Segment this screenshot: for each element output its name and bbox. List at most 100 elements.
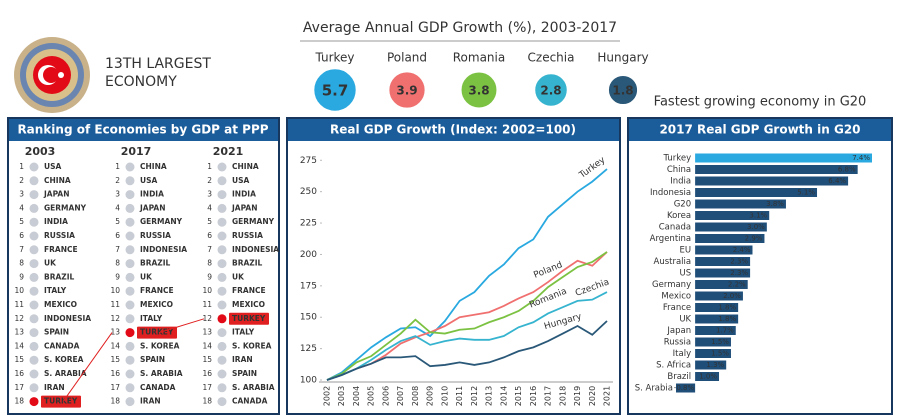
country-name: RUSSIA xyxy=(140,231,171,240)
flag-icon xyxy=(217,369,227,379)
rank-number: 10 xyxy=(110,286,120,295)
rank-number: 9 xyxy=(19,272,24,281)
bubble-value: 5.7 xyxy=(322,82,349,100)
rank-number: 18 xyxy=(202,397,212,406)
x-tick-label: 2013 xyxy=(485,386,494,406)
flag-icon xyxy=(29,245,39,255)
rank-number: 17 xyxy=(110,383,120,392)
rank-number: 15 xyxy=(202,355,212,364)
rank-number: 12 xyxy=(202,314,212,323)
year-header: 2003 xyxy=(25,145,56,158)
rank-arrow xyxy=(158,318,205,334)
country-name: IRAN xyxy=(232,355,253,364)
y-tick-label: 225 xyxy=(300,219,317,229)
rank-number: 4 xyxy=(115,203,120,212)
bar-label: Russia xyxy=(664,338,691,348)
bar-value: 2.4% xyxy=(733,246,751,254)
flag-icon xyxy=(29,383,39,393)
rank-number: 2 xyxy=(115,176,120,185)
bubble-title: Average Annual GDP Growth (%), 2003-2017 xyxy=(303,20,617,36)
flag-icon xyxy=(29,231,39,241)
rank-number: 2 xyxy=(207,176,212,185)
country-name: ITALY xyxy=(232,328,255,337)
x-tick-label: 2019 xyxy=(573,386,582,406)
flag-icon xyxy=(125,328,135,338)
flag-icon xyxy=(29,397,39,407)
series-line xyxy=(326,320,608,381)
series-line xyxy=(326,168,608,381)
bar-value: 5.1% xyxy=(797,189,815,197)
flag-icon xyxy=(125,369,135,379)
bar xyxy=(695,326,736,335)
rank-number: 13 xyxy=(14,328,24,337)
flag-icon xyxy=(29,300,39,310)
bar xyxy=(695,372,720,381)
series-line xyxy=(326,291,608,381)
bar-value: 7.4% xyxy=(852,154,870,162)
bar-value: 6.8% xyxy=(838,166,856,174)
x-tick-label: 2003 xyxy=(337,386,346,406)
x-tick-label: 2006 xyxy=(381,386,390,406)
flag-icon xyxy=(217,190,227,200)
country-name: GERMANY xyxy=(232,217,275,226)
rank-number: 15 xyxy=(14,355,24,364)
country-name: GERMANY xyxy=(44,203,87,212)
rank-number: 3 xyxy=(207,190,212,199)
x-tick-label: 2014 xyxy=(499,386,508,406)
x-tick-label: 2017 xyxy=(544,386,553,406)
country-name: S. ARABIA xyxy=(232,383,275,392)
bar-value: 2.3% xyxy=(730,269,748,277)
year-header: 2017 xyxy=(121,145,152,158)
flag-icon xyxy=(217,383,227,393)
country-name: INDONESIA xyxy=(140,245,187,254)
country-name: CANADA xyxy=(140,383,176,392)
series-line xyxy=(326,251,608,381)
bubble-label: Turkey xyxy=(314,51,354,65)
flag-icon xyxy=(29,272,39,282)
flag-icon xyxy=(125,245,135,255)
rank-number: 5 xyxy=(115,217,120,226)
rank-number: 15 xyxy=(110,355,120,364)
bar-label: Argentina xyxy=(650,234,691,244)
country-name: INDIA xyxy=(44,217,68,226)
country-name: FRANCE xyxy=(44,245,78,254)
country-name: TURKEY xyxy=(232,314,266,323)
flag-icon xyxy=(29,314,39,324)
bar xyxy=(695,222,767,232)
rank-number: 6 xyxy=(19,231,24,240)
rank-number: 2 xyxy=(19,176,24,185)
rank-number: 8 xyxy=(207,259,212,268)
bar-value: 1.8% xyxy=(718,315,736,323)
rank-number: 5 xyxy=(19,217,24,226)
bar-value: 2.9% xyxy=(745,235,763,243)
rank-number: 12 xyxy=(14,314,24,323)
highlight-box xyxy=(137,326,177,339)
flag-icon xyxy=(125,300,135,310)
flag-icon xyxy=(29,176,39,186)
bar-value: 2.3% xyxy=(730,258,748,266)
bar-label: S. Africa xyxy=(656,361,691,371)
bar xyxy=(676,383,696,393)
bar xyxy=(695,153,872,163)
flag-icon xyxy=(29,328,39,338)
bubble xyxy=(459,70,499,110)
bar xyxy=(695,165,858,174)
country-name: S. KOREA xyxy=(232,341,272,350)
rank-number: 10 xyxy=(202,286,212,295)
bar xyxy=(695,257,751,266)
bar xyxy=(695,268,751,278)
country-name: UK xyxy=(140,272,153,281)
country-name: ITALY xyxy=(140,314,163,323)
flag-icon xyxy=(29,190,39,200)
x-tick-label: 2015 xyxy=(514,386,523,406)
country-name: USA xyxy=(232,176,249,185)
flag-icon xyxy=(125,259,135,269)
country-name: IRAN xyxy=(44,383,65,392)
flag-icon xyxy=(217,259,227,269)
ranking-title: Ranking of Economies by GDP at PPP xyxy=(17,123,268,137)
rank-number: 14 xyxy=(14,341,24,350)
bar xyxy=(695,234,765,243)
country-name: SPAIN xyxy=(140,355,165,364)
flag-icon xyxy=(217,341,227,351)
flag-icon xyxy=(125,231,135,241)
